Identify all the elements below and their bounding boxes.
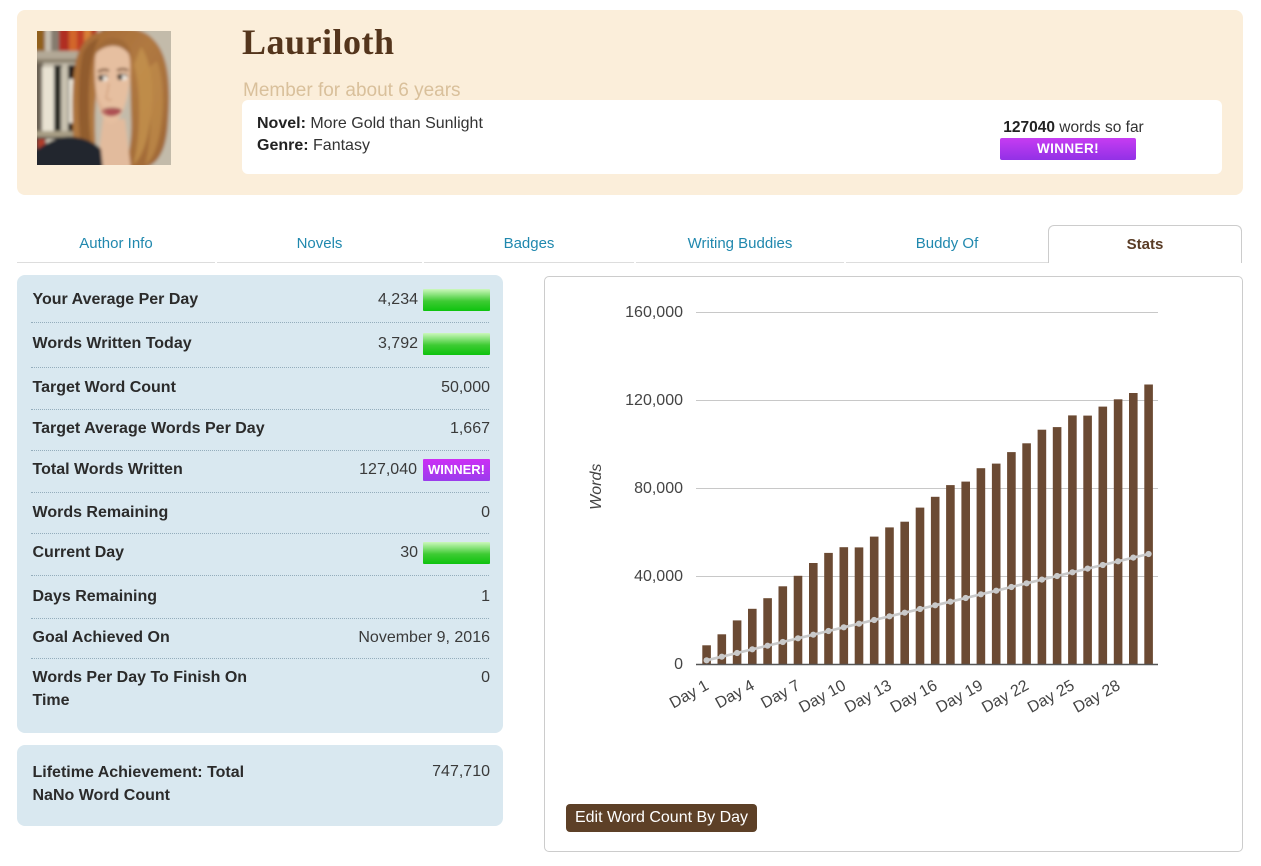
svg-text:0: 0 [674, 656, 683, 673]
svg-text:Words: Words [588, 464, 605, 510]
svg-text:Day 19: Day 19 [933, 677, 986, 716]
svg-text:80,000: 80,000 [634, 480, 683, 497]
svg-text:Day 10: Day 10 [796, 677, 849, 716]
svg-text:Day 28: Day 28 [1071, 677, 1124, 716]
svg-text:Day 22: Day 22 [979, 677, 1032, 716]
svg-text:Day 25: Day 25 [1025, 677, 1078, 716]
svg-text:Day 16: Day 16 [888, 677, 941, 716]
svg-text:160,000: 160,000 [625, 304, 683, 321]
svg-text:120,000: 120,000 [625, 392, 683, 409]
svg-text:Day 1: Day 1 [667, 677, 712, 712]
svg-text:Day 4: Day 4 [713, 677, 758, 712]
svg-text:Day 13: Day 13 [842, 677, 895, 716]
svg-text:40,000: 40,000 [634, 568, 683, 585]
svg-text:Day 7: Day 7 [758, 677, 803, 712]
